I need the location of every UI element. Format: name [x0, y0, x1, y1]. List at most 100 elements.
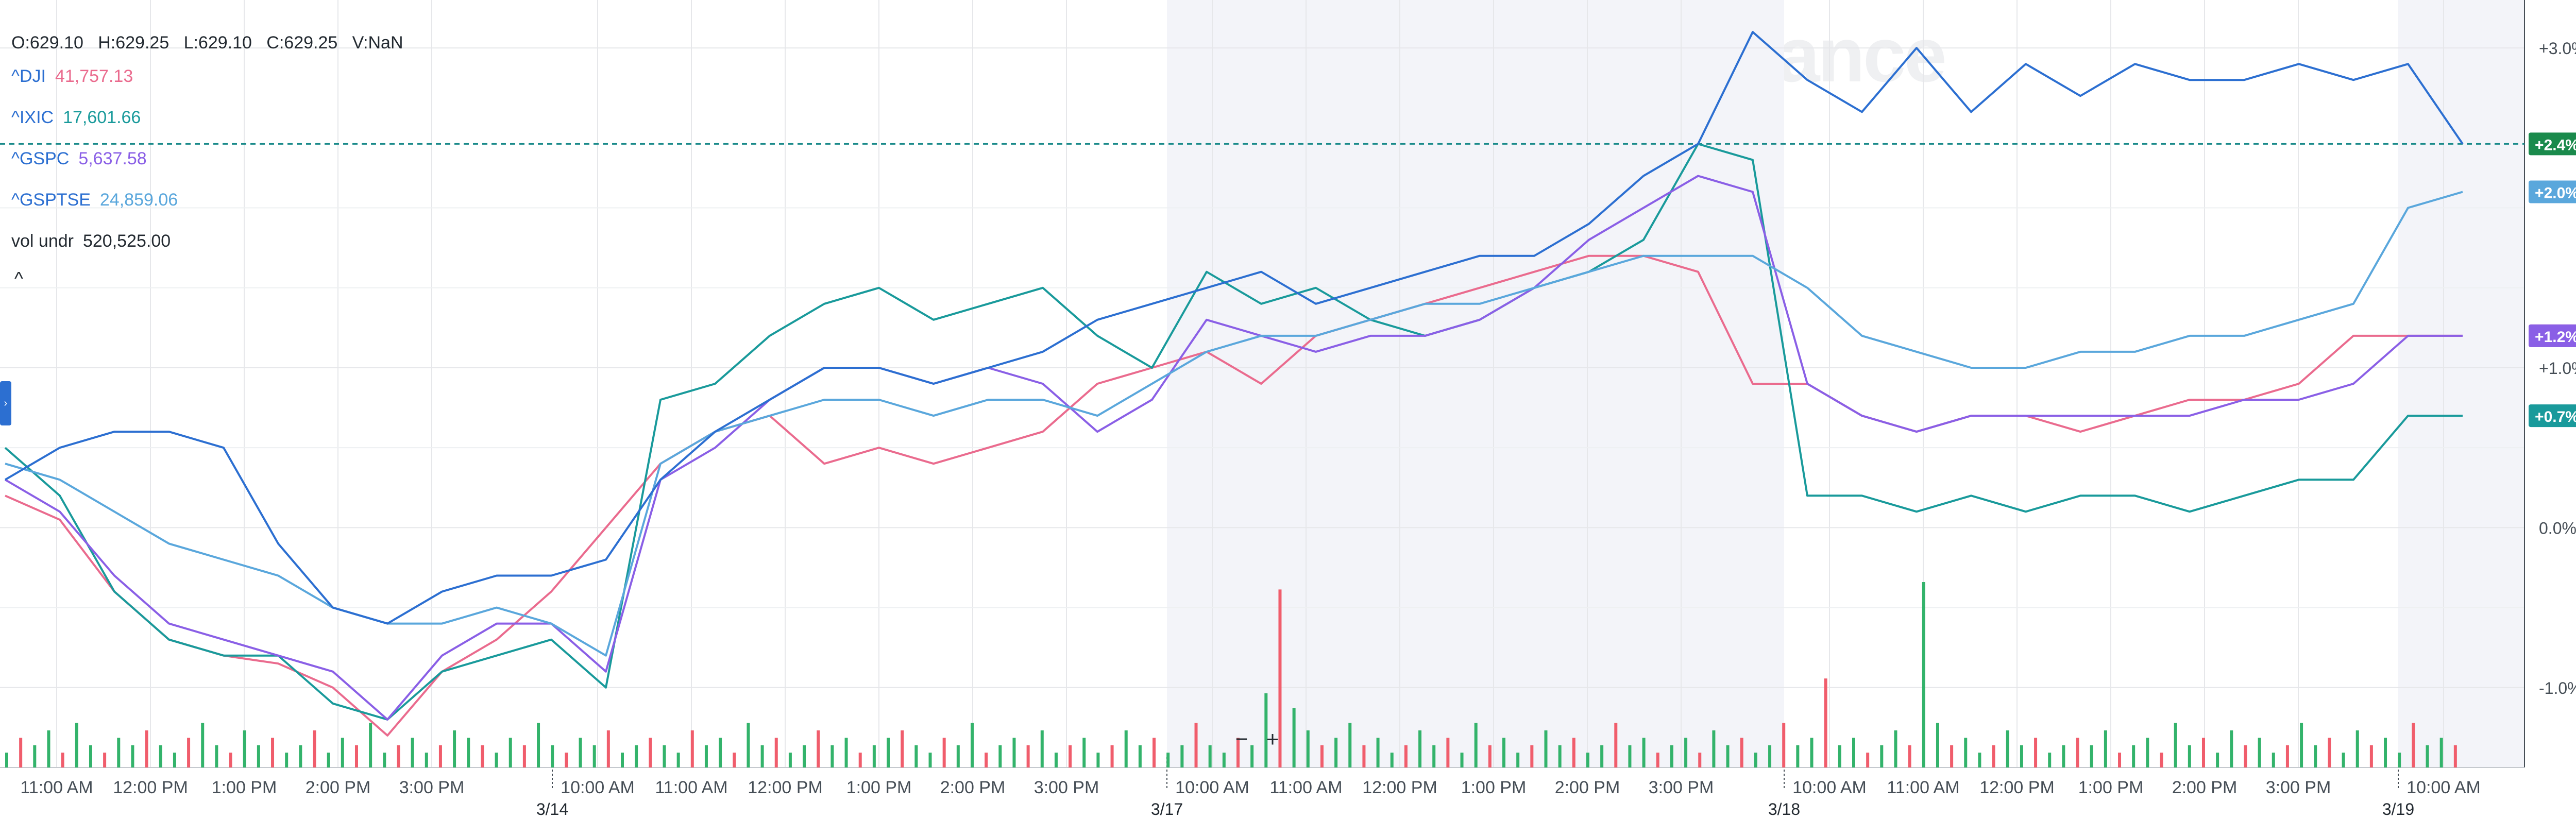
legend-symbol[interactable]: ^DJI — [11, 66, 46, 86]
ohlc-low: L:629.10 — [183, 33, 252, 53]
x-tick-label: 10:00 AM — [561, 778, 635, 797]
volume-bar — [1516, 753, 1520, 767]
series-line — [5, 191, 2463, 657]
left-panel-toggle[interactable]: › — [0, 381, 11, 425]
volume-bar — [481, 745, 484, 767]
legend-item-gsptse[interactable]: ^GSPTSE 24,859.06 — [11, 179, 403, 220]
volume-bar — [1334, 738, 1338, 767]
volume-bar — [2146, 738, 2149, 767]
x-tick-label: 3:00 PM — [2266, 778, 2331, 797]
volume-bar — [1544, 730, 1548, 767]
series-end-label: +1.2% — [2535, 329, 2576, 346]
volume-bar — [187, 738, 191, 767]
volume-bar — [1502, 738, 1506, 767]
volume-bar — [1153, 738, 1156, 767]
volume-bar — [774, 738, 778, 767]
volume-bar — [537, 723, 540, 767]
legend-symbol[interactable]: ^GSPC — [11, 149, 70, 168]
volume-bar — [2034, 738, 2038, 767]
volume-bar — [956, 745, 960, 767]
series-end-label-bg — [2529, 180, 2576, 203]
volume-bar — [817, 730, 820, 767]
volume-bar — [257, 745, 260, 767]
x-tick-label: 2:00 PM — [2172, 778, 2238, 797]
x-tick-label: 11:00 AM — [1887, 778, 1959, 797]
volume-bar — [1656, 753, 1659, 767]
volume-bar — [2230, 730, 2233, 767]
date-label: 3/19 — [2382, 800, 2414, 818]
volume-bar — [1950, 745, 1954, 767]
volume-bar — [33, 745, 37, 767]
volume-bar — [2342, 753, 2345, 767]
volume-bar — [565, 753, 568, 767]
legend-item-gspc[interactable]: ^GSPC 5,637.58 — [11, 138, 403, 179]
volume-bar — [1026, 745, 1030, 767]
series-end-label-bg — [2529, 324, 2576, 347]
volume-bar — [1614, 723, 1618, 767]
series-line — [4, 143, 2463, 721]
volume-bar — [1222, 753, 1226, 767]
volume-bar — [2048, 753, 2052, 767]
volume-bar — [621, 753, 624, 767]
volume-bar — [1558, 745, 1562, 767]
volume-bar — [2201, 738, 2205, 767]
volume-bar — [19, 738, 23, 767]
volume-bar — [103, 753, 107, 767]
volume-bar — [690, 730, 694, 767]
volume-bar — [1698, 753, 1702, 767]
zoom-in-button[interactable]: + — [1266, 727, 1279, 751]
volume-bar — [606, 730, 610, 767]
x-tick-label: 2:00 PM — [1555, 778, 1620, 797]
volume-bar — [1054, 753, 1058, 767]
volume-bar — [383, 753, 386, 767]
volume-bar — [663, 745, 666, 767]
volume-bar — [397, 745, 400, 767]
volume-bar — [2090, 745, 2093, 767]
volume-bar — [1432, 745, 1436, 767]
x-tick-label: 1:00 PM — [1461, 778, 1527, 797]
volume-bar — [1992, 745, 1995, 767]
volume-bar — [159, 745, 162, 767]
legend-item-dji[interactable]: ^DJI 41,757.13 — [11, 56, 403, 97]
volume-bar — [89, 745, 92, 767]
volume-bar — [341, 738, 344, 767]
volume-bar — [2006, 730, 2009, 767]
volume-bar — [788, 753, 792, 767]
volume-bar — [2328, 738, 2331, 767]
volume-bar — [1670, 745, 1673, 767]
volume-bar — [1726, 745, 1730, 767]
volume-bar — [2104, 730, 2107, 767]
volume-bar — [47, 730, 50, 767]
volume-bar — [1586, 753, 1589, 767]
zoom-out-button[interactable]: − — [1235, 727, 1248, 751]
volume-bar — [719, 738, 722, 767]
volume-bar — [117, 738, 121, 767]
legend-value: 17,601.66 — [63, 108, 141, 127]
volume-bar — [901, 730, 904, 767]
volume-bar — [2062, 745, 2065, 767]
legend-symbol[interactable]: vol undr — [11, 231, 74, 251]
day-shade-3-19 — [2398, 0, 2524, 767]
volume-bar — [509, 738, 512, 767]
volume-bar — [1768, 745, 1772, 767]
legend-item-ixic[interactable]: ^IXIC 17,601.66 — [11, 97, 403, 138]
volume-bar — [1320, 745, 1324, 767]
volume-bar — [2118, 753, 2122, 767]
volume-bar — [1712, 730, 1716, 767]
collapse-legend-icon[interactable]: ^ — [14, 268, 23, 289]
legend-symbol[interactable]: ^GSPTSE — [11, 190, 91, 210]
legend-value: 41,757.13 — [55, 66, 133, 86]
volume-bar — [928, 753, 932, 767]
volume-bar — [2132, 745, 2136, 767]
x-tick-label: 12:00 PM — [748, 778, 823, 797]
ohlc-close: C:629.25 — [266, 33, 338, 53]
legend-symbol[interactable]: ^IXIC — [11, 108, 54, 127]
volume-bar — [2285, 745, 2289, 767]
y-tick-label: -1.0% — [2539, 679, 2576, 697]
legend-item-vol-undr[interactable]: vol undr 520,525.00 — [11, 220, 403, 262]
series-end-label: +0.7% — [2535, 408, 2576, 425]
volume-bar — [858, 753, 862, 767]
volume-bar — [872, 745, 876, 767]
volume-bar — [1180, 745, 1184, 767]
